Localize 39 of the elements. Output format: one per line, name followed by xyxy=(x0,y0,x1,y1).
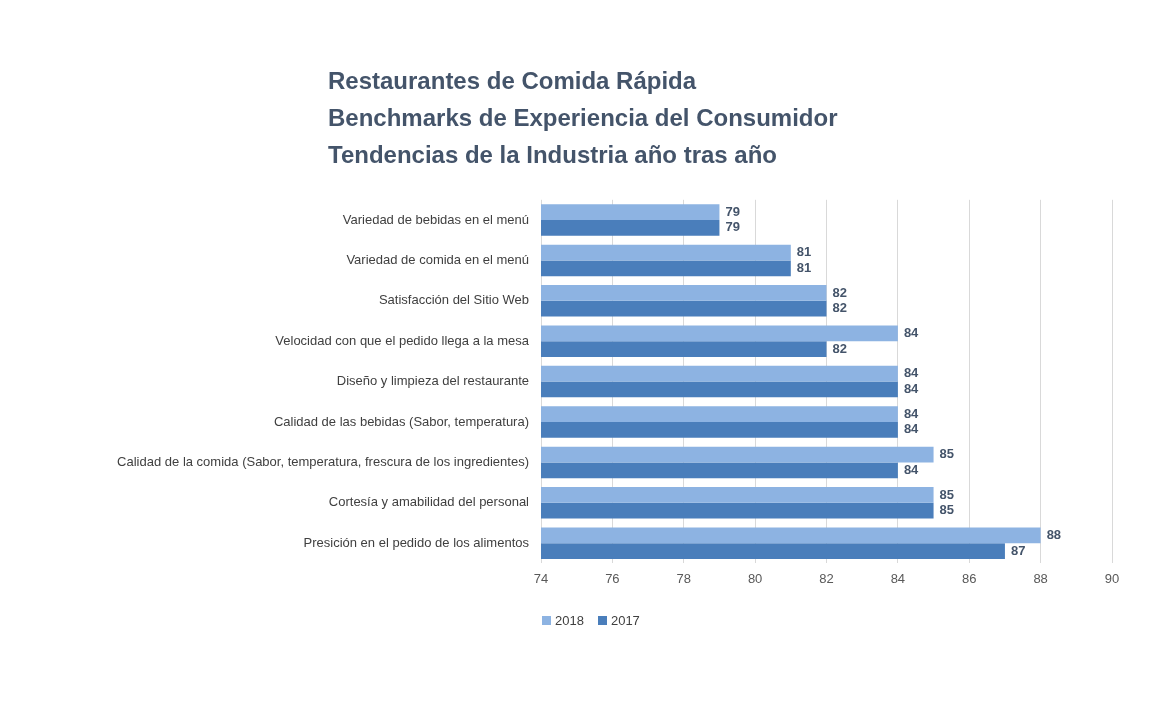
x-tick-label: 88 xyxy=(1033,570,1048,586)
y-tick-label: Calidad de las bebidas (Sabor, temperatura) xyxy=(273,413,529,429)
legend-label: 2017 xyxy=(609,613,640,628)
x-tick-label: 82 xyxy=(819,570,834,586)
legend-label: 2018 xyxy=(554,613,584,628)
x-tick-label: 74 xyxy=(533,570,549,586)
data-label: 79 xyxy=(725,203,740,219)
data-label: 84 xyxy=(903,365,920,381)
data-label: 88 xyxy=(1046,526,1062,542)
x-tick-label: 84 xyxy=(890,570,906,586)
data-label: 82 xyxy=(832,284,847,300)
data-label: 79 xyxy=(725,219,740,235)
data-label: 84 xyxy=(903,405,920,421)
data-label: 82 xyxy=(832,300,847,316)
y-tick-label: Velocidad con que el pedido llega a la mesa xyxy=(275,332,530,348)
data-label: 81 xyxy=(796,244,812,260)
y-tick-label: Calidad de la comida (Sabor, temperatura, frescura de los ingredientes) xyxy=(117,453,529,469)
data-label: 84 xyxy=(903,421,920,437)
data-label: 84 xyxy=(903,461,920,477)
y-tick-label: Satisfacción del Sitio Web xyxy=(378,292,529,308)
y-tick-label: Variedad de comida en el menú xyxy=(346,251,529,267)
y-tick-label: Variedad de bebidas en el menú xyxy=(342,211,529,227)
chart-title: Restaurantes de Comida Rápida Benchmarks de Experiencia del Consumidor Tendencias de la Industria año tras año xyxy=(328,66,838,170)
x-tick-label: 90 xyxy=(1104,570,1120,586)
x-tick-label: 80 xyxy=(747,570,763,586)
data-label: 84 xyxy=(903,381,920,397)
data-label: 85 xyxy=(939,486,955,502)
data-label: 85 xyxy=(939,502,955,518)
x-tick-label: 76 xyxy=(605,570,620,586)
data-label: 87 xyxy=(1010,542,1026,558)
x-tick-label: 86 xyxy=(962,570,977,586)
data-label: 84 xyxy=(903,324,920,340)
x-tick-label: 78 xyxy=(676,570,691,586)
data-label: 85 xyxy=(939,446,955,462)
data-label: 81 xyxy=(796,259,812,275)
y-tick-label: Presición en el pedido de los alimentos xyxy=(303,534,530,550)
data-label: 82 xyxy=(832,340,847,356)
y-tick-label: Diseño y limpieza del restaurante xyxy=(336,373,529,389)
y-tick-label: Cortesía y amabilidad del personal xyxy=(328,494,530,510)
